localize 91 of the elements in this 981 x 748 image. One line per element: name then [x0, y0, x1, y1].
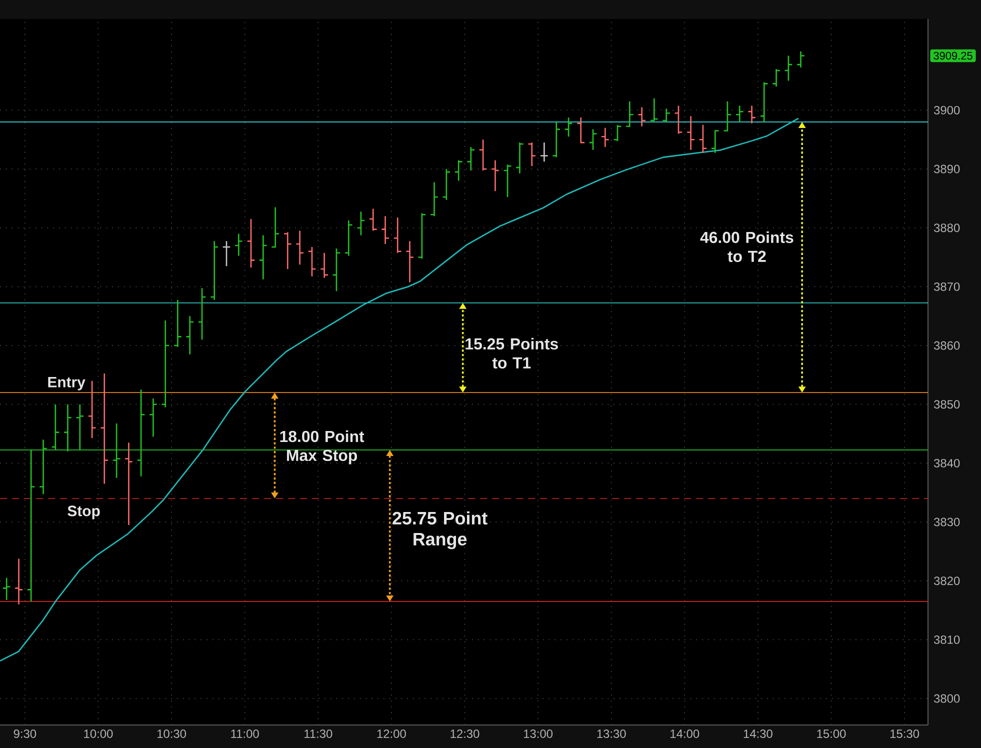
y-tick-label: 3890: [934, 164, 960, 174]
x-tick-label: 13:30: [597, 730, 626, 738]
y-tick-label: 3810: [934, 635, 960, 644]
candlestick: [466, 146, 476, 172]
candlestick: [418, 212, 426, 260]
candlestick: [222, 240, 231, 267]
candlestick: [638, 106, 646, 128]
x-tick-label: 11:00: [231, 730, 259, 738]
candlestick: [210, 240, 219, 301]
candlestick: [368, 208, 378, 232]
text: 3909.25: [934, 52, 972, 60]
candlestick: [710, 130, 720, 154]
candlestick: [258, 234, 268, 280]
candlestick: [405, 240, 414, 283]
candlestick: [246, 218, 256, 268]
candlestick: [198, 288, 206, 340]
x-tick-label: 12:30: [450, 730, 480, 738]
candlestick: [735, 105, 744, 123]
candlestick: [674, 105, 683, 134]
candlestick: [686, 115, 696, 151]
candlestick: [747, 105, 756, 124]
y-tick-label: 3800: [934, 694, 960, 703]
x-tick-label: 15:30: [890, 730, 920, 738]
candlestick: [296, 230, 304, 266]
candlestick: [490, 160, 500, 192]
line-series: [0, 118, 800, 662]
candlestick: [540, 142, 548, 162]
candlestick: [478, 138, 488, 172]
y-tick-label: 3830: [934, 518, 960, 526]
candlestick: [600, 127, 610, 148]
candlestick: [100, 372, 109, 484]
candlestick: [723, 100, 732, 132]
candlestick: [161, 320, 170, 408]
annotation: 25.75 Point Range: [392, 511, 488, 550]
candlestick: [625, 100, 634, 128]
candlestick: [772, 68, 781, 88]
candlestick: [88, 380, 96, 439]
candlestick: [784, 55, 793, 82]
y-tick-label: 3850: [934, 400, 960, 409]
candlestick: [588, 128, 598, 151]
candlestick: [552, 121, 561, 158]
candlestick: [124, 442, 134, 526]
x-tick-label: 14:00: [670, 730, 700, 738]
x-tick-label: 13:00: [524, 730, 553, 738]
x-tick-label: 10:30: [157, 730, 186, 738]
ref-line-label: Entry: [48, 377, 86, 390]
candlestick: [576, 116, 586, 144]
y-tick-label: 3870: [934, 282, 960, 291]
candlestick: [650, 98, 658, 122]
x-tick-label: 15:00: [817, 730, 846, 738]
candlestick: [2, 577, 11, 601]
candlestick: [332, 248, 341, 292]
x-tick-label: 9:30: [14, 730, 36, 738]
x-tick-label: 11:30: [304, 730, 332, 738]
candlestick: [442, 168, 451, 201]
y-tick-label: 3820: [934, 576, 960, 586]
candlestick: [760, 82, 768, 123]
candlestick: [393, 216, 402, 254]
candlestick: [271, 206, 280, 248]
candlestick: [356, 211, 366, 236]
candlestick: [344, 220, 353, 256]
candlestick: [14, 558, 24, 606]
candlestick: [320, 252, 329, 279]
y-tick-label: 3900: [934, 106, 960, 114]
candlestick: [283, 232, 292, 270]
candlestick: [454, 160, 463, 182]
annotation: 46.00 Points to T2: [700, 231, 794, 262]
x-tick-label: 12:00: [377, 730, 406, 738]
candlestick: [564, 116, 573, 138]
y-tick-label: 3840: [934, 458, 960, 468]
candlestick: [662, 108, 671, 123]
ref-line-label: Stop: [68, 506, 100, 520]
candlestick: [430, 182, 439, 217]
candlestick: [528, 142, 536, 167]
candlestick: [173, 299, 182, 348]
candlestick: [186, 315, 194, 355]
candlestick: [380, 215, 390, 245]
annotation: 15.25 Points to T1: [466, 338, 558, 368]
x-tick-label: 10:00: [84, 730, 113, 738]
candlestick: [698, 124, 708, 154]
candlestick: [613, 124, 622, 142]
y-tick-label: 3880: [934, 224, 960, 232]
y-tick-label: 3860: [934, 341, 960, 350]
annotation: 18.00 Point Max Stop: [280, 430, 364, 464]
candlestick: [308, 246, 316, 278]
x-tick-label: 14:30: [744, 730, 772, 738]
candlestick: [515, 142, 524, 174]
candlestick: [148, 398, 158, 438]
candlestick: [234, 233, 243, 256]
candlestick: [796, 50, 806, 68]
candlestick: [503, 164, 512, 198]
